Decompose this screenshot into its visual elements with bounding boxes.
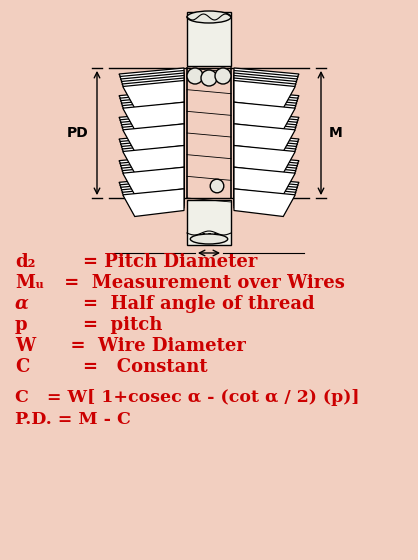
Text: =  Measurement over Wires: = Measurement over Wires <box>58 274 345 292</box>
Polygon shape <box>119 176 184 204</box>
Polygon shape <box>121 97 184 125</box>
Polygon shape <box>123 124 184 152</box>
Polygon shape <box>234 90 299 118</box>
Circle shape <box>201 70 217 86</box>
Polygon shape <box>234 114 298 142</box>
Polygon shape <box>234 81 295 108</box>
Polygon shape <box>234 155 299 183</box>
Polygon shape <box>122 143 184 171</box>
Polygon shape <box>234 133 299 161</box>
Polygon shape <box>234 141 297 168</box>
Polygon shape <box>121 76 184 103</box>
Polygon shape <box>120 116 184 144</box>
Polygon shape <box>234 111 299 139</box>
Polygon shape <box>234 116 298 144</box>
Polygon shape <box>123 189 184 217</box>
Text: =  pitch: = pitch <box>58 316 162 334</box>
Polygon shape <box>120 136 184 163</box>
Polygon shape <box>120 179 184 207</box>
Bar <box>187 200 231 245</box>
Polygon shape <box>234 160 298 188</box>
Text: PD: PD <box>67 126 89 140</box>
Polygon shape <box>234 138 298 166</box>
Polygon shape <box>122 78 184 106</box>
Polygon shape <box>122 186 184 214</box>
Polygon shape <box>234 78 296 106</box>
Polygon shape <box>234 100 296 127</box>
Polygon shape <box>122 165 184 192</box>
Polygon shape <box>234 146 295 173</box>
Polygon shape <box>234 92 298 120</box>
Polygon shape <box>123 102 184 130</box>
Polygon shape <box>234 136 298 163</box>
Polygon shape <box>121 119 184 147</box>
Polygon shape <box>234 143 296 171</box>
Polygon shape <box>234 165 296 192</box>
Polygon shape <box>119 155 184 183</box>
Text: = Pitch Diameter: = Pitch Diameter <box>58 253 257 271</box>
Polygon shape <box>234 189 295 217</box>
Polygon shape <box>234 124 295 152</box>
Polygon shape <box>120 95 184 122</box>
Polygon shape <box>120 138 184 166</box>
Polygon shape <box>234 184 297 212</box>
Polygon shape <box>123 146 184 173</box>
Polygon shape <box>120 181 184 209</box>
Polygon shape <box>234 102 295 130</box>
Text: P.D. = M - C: P.D. = M - C <box>15 412 131 428</box>
Polygon shape <box>122 122 184 149</box>
Polygon shape <box>122 100 184 127</box>
Polygon shape <box>123 167 184 195</box>
Polygon shape <box>234 167 295 195</box>
Polygon shape <box>119 111 184 139</box>
Polygon shape <box>234 179 298 207</box>
Polygon shape <box>234 162 297 190</box>
Text: W: W <box>201 232 217 246</box>
Text: M: M <box>329 126 343 140</box>
Text: C   = W[ 1+cosec α - (cot α / 2) (p)]: C = W[ 1+cosec α - (cot α / 2) (p)] <box>15 390 359 407</box>
Polygon shape <box>234 71 298 98</box>
Polygon shape <box>120 92 184 120</box>
Polygon shape <box>234 73 298 101</box>
Text: Mᵤ: Mᵤ <box>15 274 44 292</box>
Polygon shape <box>123 81 184 108</box>
Polygon shape <box>234 122 296 149</box>
Polygon shape <box>119 68 184 96</box>
Text: d₂: d₂ <box>15 253 36 271</box>
Text: W: W <box>15 337 35 355</box>
Text: =   Constant: = Constant <box>58 358 208 376</box>
Polygon shape <box>121 162 184 190</box>
Polygon shape <box>234 97 297 125</box>
Polygon shape <box>120 160 184 188</box>
Polygon shape <box>234 68 299 96</box>
Polygon shape <box>234 95 298 122</box>
Polygon shape <box>120 157 184 185</box>
Circle shape <box>210 179 224 193</box>
Polygon shape <box>120 71 184 98</box>
Ellipse shape <box>190 234 228 244</box>
Text: =  Wire Diameter: = Wire Diameter <box>58 337 246 355</box>
Polygon shape <box>234 119 297 147</box>
FancyBboxPatch shape <box>187 12 231 66</box>
Polygon shape <box>234 186 296 214</box>
Text: C: C <box>15 358 29 376</box>
Polygon shape <box>234 157 298 185</box>
Text: p: p <box>15 316 28 334</box>
Text: α: α <box>15 295 29 313</box>
Circle shape <box>187 68 203 84</box>
Circle shape <box>215 68 231 84</box>
Polygon shape <box>234 176 299 204</box>
Polygon shape <box>119 90 184 118</box>
Polygon shape <box>121 141 184 168</box>
Polygon shape <box>120 73 184 101</box>
Polygon shape <box>234 76 297 103</box>
Ellipse shape <box>187 11 231 23</box>
Polygon shape <box>119 133 184 161</box>
Polygon shape <box>121 184 184 212</box>
Text: =  Half angle of thread: = Half angle of thread <box>58 295 315 313</box>
Polygon shape <box>120 114 184 142</box>
Polygon shape <box>234 181 298 209</box>
